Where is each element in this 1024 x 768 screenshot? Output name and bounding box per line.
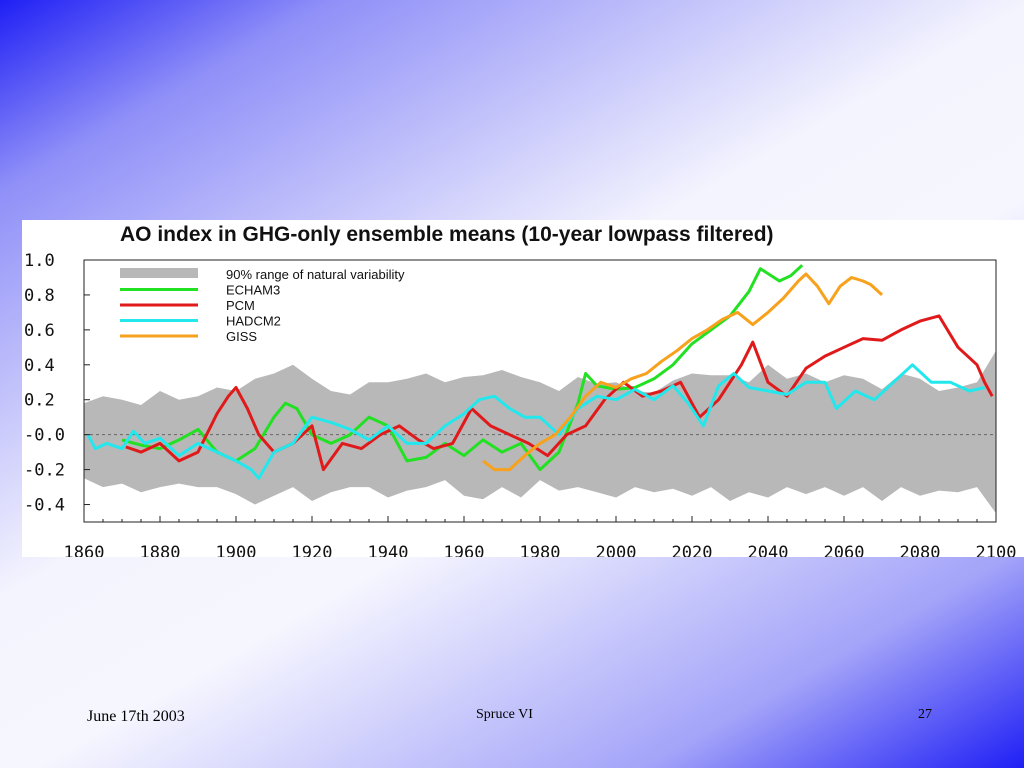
x-tick-label: 2060 <box>824 543 865 557</box>
x-tick-label: 1880 <box>140 543 181 557</box>
series-line-pcm <box>125 314 994 472</box>
legend-label: GISS <box>226 329 257 344</box>
page-number: 27 <box>918 707 932 722</box>
legend-swatch-band <box>120 268 198 278</box>
x-tick-label: 2040 <box>748 543 789 557</box>
y-tick-label: 0.2 <box>24 391 55 411</box>
x-tick-label: 2100 <box>976 543 1017 557</box>
legend: 90% range of natural variabilityECHAM3PC… <box>120 267 405 344</box>
legend-label: ECHAM3 <box>226 283 280 298</box>
x-tick-label: 2000 <box>596 543 637 557</box>
chart-title: AO index in GHG-only ensemble means (10-… <box>120 223 774 246</box>
variability-band-layer <box>84 350 996 514</box>
x-tick-label: 1860 <box>64 543 105 557</box>
axes-layer: 1.0 0.8 0.6 0.4 0.2 -0.0 -0.2 -0.4 1860 1880 1900 1… <box>24 251 1016 557</box>
legend-label: 90% range of natural variability <box>226 267 405 282</box>
y-tick-label: -0.2 <box>24 461 65 481</box>
x-tick-label: 1960 <box>444 543 485 557</box>
y-tick-label: 0.8 <box>24 286 55 306</box>
x-tick-label: 1920 <box>292 543 333 557</box>
x-tick-label: 2080 <box>900 543 941 557</box>
footer-date: June 17th 2003 <box>87 708 185 725</box>
y-tick-label: 0.6 <box>24 321 55 341</box>
y-tick-label: -0.0 <box>24 426 65 446</box>
series-line-echam3 <box>121 264 804 472</box>
series-line-hadcm2 <box>86 363 985 480</box>
series-line-giss <box>482 272 884 472</box>
x-tick-label: 2020 <box>672 543 713 557</box>
legend-label: PCM <box>226 298 255 313</box>
variability-band <box>84 350 996 514</box>
series-layer <box>86 264 994 480</box>
y-tick-label: -0.4 <box>24 496 65 516</box>
x-tick-label: 1940 <box>368 543 409 557</box>
footer-title: Spruce VI <box>476 707 533 722</box>
chart-panel: AO index in GHG-only ensemble means (10-… <box>22 220 1024 557</box>
legend-label: HADCM2 <box>226 314 281 329</box>
x-tick-label: 1900 <box>216 543 257 557</box>
y-tick-label: 0.4 <box>24 356 55 376</box>
x-tick-label: 1980 <box>520 543 561 557</box>
y-tick-label: 1.0 <box>24 251 55 271</box>
chart: AO index in GHG-only ensemble means (10-… <box>24 223 1016 557</box>
